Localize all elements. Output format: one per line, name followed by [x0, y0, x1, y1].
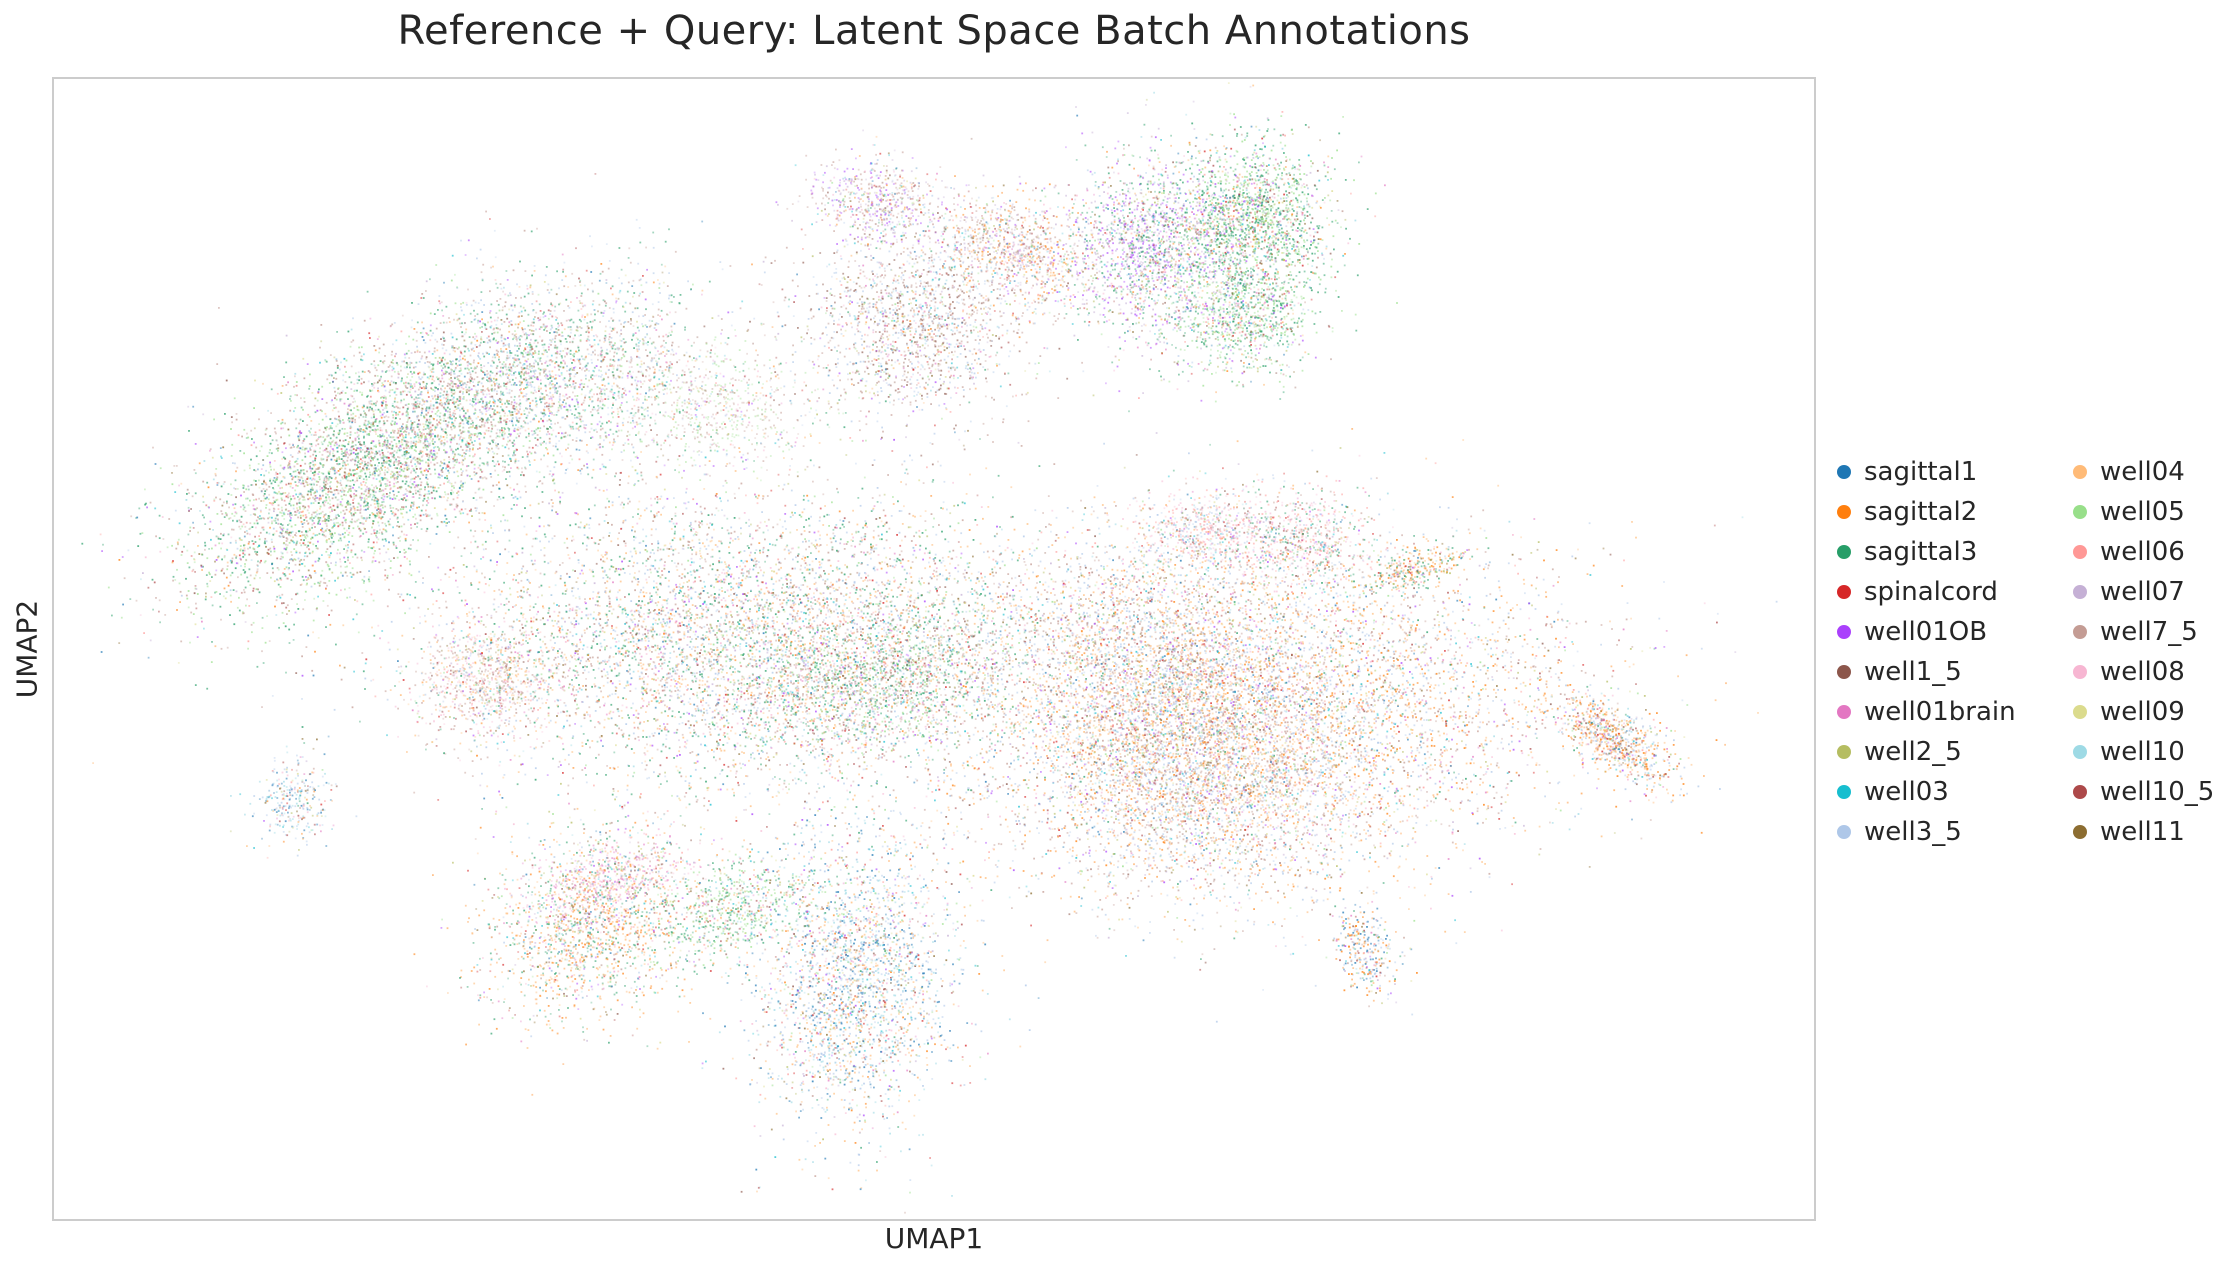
legend: sagittal1 sagittal2 sagittal3 spinalcord wel… — [1837, 455, 2227, 855]
legend-entry-well09: well09 — [2073, 695, 2185, 729]
y-axis-label: UMAP2 — [11, 600, 44, 699]
legend-label: well09 — [2100, 697, 2185, 727]
legend-label: well01brain — [1864, 697, 2016, 727]
legend-marker — [2073, 745, 2087, 759]
point-cloud — [81, 82, 1777, 1213]
legend-marker — [1837, 545, 1851, 559]
legend-entry-well10: well10 — [2073, 735, 2185, 769]
legend-label: well3_5 — [1864, 817, 1962, 847]
legend-label: well2_5 — [1864, 737, 1962, 767]
legend-entry-well3_5: well3_5 — [1837, 815, 1962, 849]
legend-marker — [1837, 665, 1851, 679]
legend-marker — [1837, 705, 1851, 719]
legend-entry-well06: well06 — [2073, 535, 2185, 569]
legend-marker — [1837, 745, 1851, 759]
legend-entry-spinalcord: spinalcord — [1837, 575, 1998, 609]
legend-label: well1_5 — [1864, 657, 1962, 687]
legend-entry-well01OB: well01OB — [1837, 615, 1987, 649]
legend-label: well04 — [2100, 457, 2185, 487]
legend-marker — [2073, 505, 2087, 519]
legend-marker — [2073, 545, 2087, 559]
legend-label: well01OB — [1864, 617, 1987, 647]
legend-marker — [2073, 785, 2087, 799]
legend-label: well11 — [2100, 817, 2185, 847]
legend-label: well05 — [2100, 497, 2185, 527]
legend-label: well10_5 — [2100, 777, 2214, 807]
legend-entry-well04: well04 — [2073, 455, 2185, 489]
legend-marker — [1837, 825, 1851, 839]
legend-entry-sagittal2: sagittal2 — [1837, 495, 1977, 529]
chart-title: Reference + Query: Latent Space Batch An… — [52, 8, 1816, 54]
legend-entry-well7_5: well7_5 — [2073, 615, 2198, 649]
legend-label: spinalcord — [1864, 577, 1998, 607]
legend-label: well10 — [2100, 737, 2185, 767]
legend-marker — [2073, 705, 2087, 719]
legend-marker — [1837, 785, 1851, 799]
legend-marker — [2073, 665, 2087, 679]
legend-entry-well07: well07 — [2073, 575, 2185, 609]
legend-marker — [1837, 585, 1851, 599]
legend-entry-well05: well05 — [2073, 495, 2185, 529]
legend-entry-well1_5: well1_5 — [1837, 655, 1962, 689]
legend-label: well03 — [1864, 777, 1949, 807]
legend-entry-well2_5: well2_5 — [1837, 735, 1962, 769]
legend-marker — [1837, 625, 1851, 639]
legend-marker — [2073, 465, 2087, 479]
legend-marker — [2073, 625, 2087, 639]
legend-entry-well08: well08 — [2073, 655, 2185, 689]
legend-label: sagittal1 — [1864, 457, 1977, 487]
legend-entry-sagittal3: sagittal3 — [1837, 535, 1977, 569]
plot-area — [52, 77, 1816, 1221]
legend-entry-well10_5: well10_5 — [2073, 775, 2214, 809]
legend-label: well07 — [2100, 577, 2185, 607]
legend-entry-well11: well11 — [2073, 815, 2185, 849]
legend-entry-sagittal1: sagittal1 — [1837, 455, 1977, 489]
legend-marker — [1837, 505, 1851, 519]
legend-label: sagittal3 — [1864, 537, 1977, 567]
legend-entry-well01brain: well01brain — [1837, 695, 2016, 729]
legend-marker — [1837, 465, 1851, 479]
legend-marker — [2073, 825, 2087, 839]
legend-label: well08 — [2100, 657, 2185, 687]
x-axis-label: UMAP1 — [52, 1222, 1816, 1255]
legend-marker — [2073, 585, 2087, 599]
legend-entry-well03: well03 — [1837, 775, 1949, 809]
umap-scatter — [54, 79, 1814, 1219]
legend-label: sagittal2 — [1864, 497, 1977, 527]
legend-label: well7_5 — [2100, 617, 2198, 647]
legend-label: well06 — [2100, 537, 2185, 567]
